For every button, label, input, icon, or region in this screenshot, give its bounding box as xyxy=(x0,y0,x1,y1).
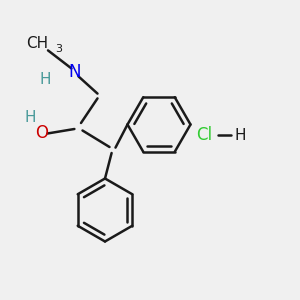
Text: H: H xyxy=(39,72,51,87)
Text: H: H xyxy=(24,110,36,124)
Text: H: H xyxy=(234,128,246,142)
Text: Cl: Cl xyxy=(196,126,212,144)
Text: N: N xyxy=(69,63,81,81)
Text: O: O xyxy=(35,124,49,142)
Text: 3: 3 xyxy=(56,44,62,54)
Text: CH: CH xyxy=(26,36,48,51)
